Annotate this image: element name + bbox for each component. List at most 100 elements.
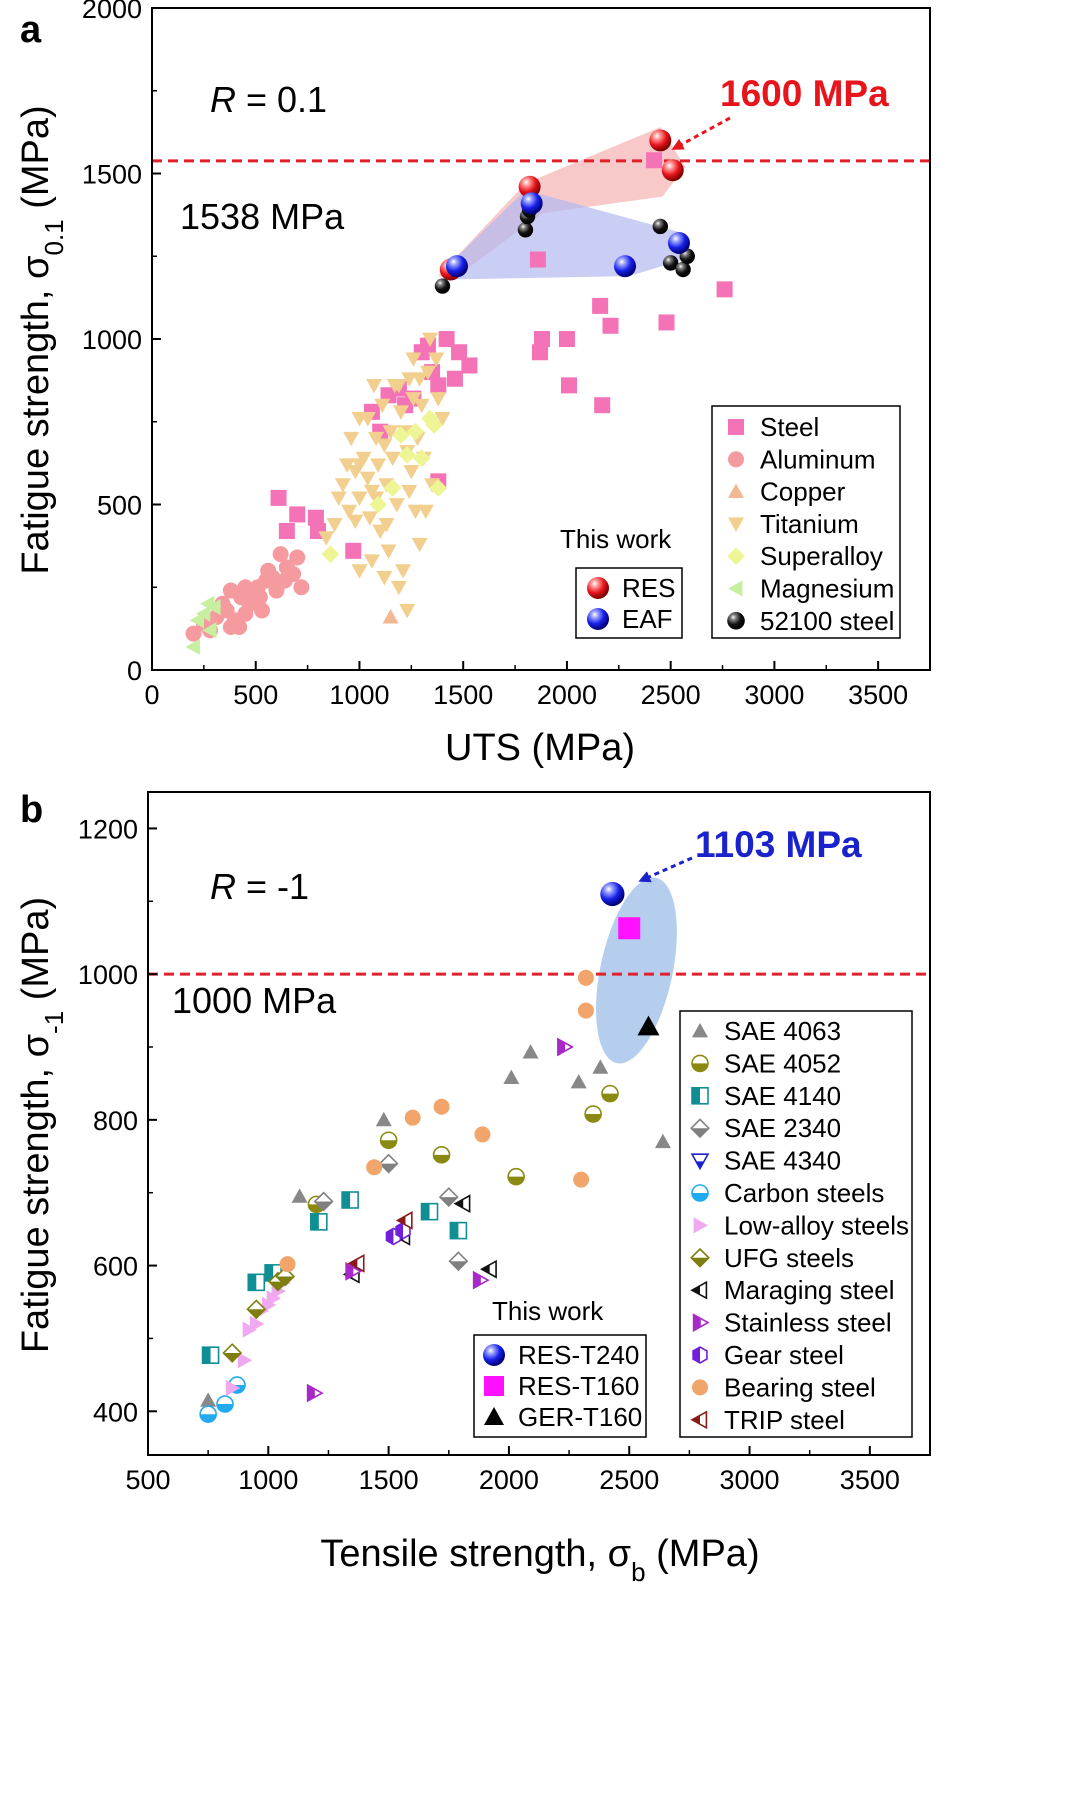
a-point-titanium xyxy=(374,398,391,414)
a-x-tick-label: 2000 xyxy=(537,680,597,710)
a-point-titanium xyxy=(365,378,382,394)
a-legend-marker-magnesium xyxy=(728,580,743,597)
b-point-stainless-steel xyxy=(306,1383,324,1403)
a-highlight-arrow xyxy=(671,116,731,150)
a-point-titanium xyxy=(413,398,430,414)
a-point-magnesium xyxy=(185,638,200,655)
a-this-work-marker-res xyxy=(587,577,609,599)
a-point-steel xyxy=(646,152,663,169)
b-point-sae-4063 xyxy=(522,1044,539,1059)
b-point-low-alloy-steels xyxy=(225,1379,241,1396)
a-point-52100-steel xyxy=(652,218,668,235)
a-point-titanium xyxy=(392,405,409,420)
b-point-sae-2340 xyxy=(378,1153,399,1174)
a-axes xyxy=(151,7,931,671)
a-point-titanium xyxy=(380,544,397,559)
b-y-tick-label: 600 xyxy=(93,1252,138,1282)
a-point-titanium xyxy=(347,514,364,530)
b-legend-label-sae-4340: SAE 4340 xyxy=(724,1146,841,1176)
a-point-eaf xyxy=(614,255,637,278)
b-point-sae-4140 xyxy=(449,1221,468,1240)
a-point-magnesium xyxy=(206,599,221,616)
b-y-tick-label: 400 xyxy=(93,1397,138,1427)
b-point-ger-t160 xyxy=(637,1015,660,1036)
b-point-sae-2340 xyxy=(313,1191,334,1212)
a-point-titanium xyxy=(330,491,347,506)
a-legend-marker-52100-steel xyxy=(727,612,745,630)
b-y-tick-label: 1000 xyxy=(78,960,138,990)
a-point-steel xyxy=(278,522,295,539)
a-point-res xyxy=(649,129,672,152)
b-legend-marker-sae-4140 xyxy=(691,1087,709,1105)
a-point-titanium xyxy=(395,564,412,579)
b-plot-frame xyxy=(147,791,931,1456)
b-legend-marker-low-alloy-steels xyxy=(693,1217,708,1234)
b-point-sae-4140 xyxy=(247,1273,266,1292)
a-point-titanium xyxy=(382,425,399,440)
a-point-steel xyxy=(592,297,609,314)
a-point-titanium xyxy=(368,431,385,447)
a-point-steel xyxy=(534,331,551,347)
b-point-low-alloy-steels xyxy=(249,1315,265,1332)
a-highlight-label: 1600 MPa xyxy=(720,73,889,114)
a-point-steel xyxy=(602,317,619,334)
a-point-52100-steel xyxy=(434,278,451,294)
a-r-label: R = 0.1 xyxy=(210,79,327,120)
panel-letter-a: a xyxy=(20,9,42,51)
a-point-titanium xyxy=(405,392,422,407)
a-tick-labels: 0 500 1000 1500 2000 2500 3000 3500 0 500 1000 1500… xyxy=(82,0,908,710)
a-point-eaf xyxy=(667,232,690,255)
b-this-work-label-res-t240: RES-T240 xyxy=(518,1340,639,1370)
a-point-titanium xyxy=(359,412,376,427)
a-x-axis-title: UTS (MPa) xyxy=(445,727,635,769)
b-legend-label-ufg-steels: UFG steels xyxy=(724,1243,854,1273)
b-axes xyxy=(147,791,931,1456)
a-legend-marker-copper xyxy=(728,483,744,498)
a-point-titanium xyxy=(386,378,403,394)
a-point-52100-steel xyxy=(675,261,691,278)
a-point-titanium xyxy=(370,458,387,473)
b-point-sae-4140 xyxy=(201,1346,220,1364)
b-point-stainless-steel xyxy=(345,1262,363,1281)
b-point-sae-4063 xyxy=(291,1188,308,1203)
panel-b: b 500 1000 1500 2000 2500 3000 3500 400 600 800 10… xyxy=(15,789,931,1587)
a-x-tick-label: 3000 xyxy=(744,680,804,710)
a-point-eaf xyxy=(520,192,543,215)
a-point-superalloy xyxy=(383,479,402,497)
a-point-magnesium xyxy=(195,605,211,622)
b-ellipse-shape xyxy=(596,877,677,1064)
b-point-stainless-steel xyxy=(557,1037,574,1057)
b-legend-marker-sae-4063 xyxy=(692,1023,708,1038)
a-point-steel xyxy=(430,377,447,394)
b-legend-marker-gear-steel xyxy=(692,1346,708,1364)
a-point-titanium xyxy=(390,580,407,596)
b-point-stainless-steel xyxy=(472,1270,490,1290)
b-y-axis-title: Fatigue strength, σ-1 (MPa) xyxy=(15,897,69,1353)
b-legend-marker-stainless-steel xyxy=(692,1313,710,1332)
a-point-steel xyxy=(529,251,546,268)
a-legend-label-aluminum: Aluminum xyxy=(760,444,876,474)
a-x-tick-label: 500 xyxy=(233,680,278,710)
a-point-superalloy xyxy=(369,495,387,514)
a-point-res xyxy=(661,159,684,182)
a-point-titanium xyxy=(361,511,378,526)
a-point-titanium xyxy=(417,504,434,520)
a-point-magnesium xyxy=(189,612,205,629)
a-point-titanium xyxy=(434,412,451,427)
b-legend-label-low-alloy-steels: Low-alloy steels xyxy=(724,1210,909,1240)
b-y-tick-label: 1200 xyxy=(78,814,138,844)
a-point-52100-steel xyxy=(517,222,534,238)
a-point-titanium xyxy=(351,491,368,506)
a-point-aluminum xyxy=(276,572,293,589)
a-this-work-label-res: RES xyxy=(622,573,675,603)
b-point-sae-4052 xyxy=(601,1084,619,1103)
a-point-superalloy xyxy=(398,446,416,464)
a-point-titanium xyxy=(407,504,424,520)
a-point-titanium xyxy=(334,478,351,493)
a-regions xyxy=(438,127,686,280)
a-point-titanium xyxy=(326,517,343,533)
panel-letter-b: b xyxy=(20,789,43,831)
b-point-sae-4052 xyxy=(584,1105,602,1123)
b-point-maraging-steel xyxy=(480,1259,497,1279)
